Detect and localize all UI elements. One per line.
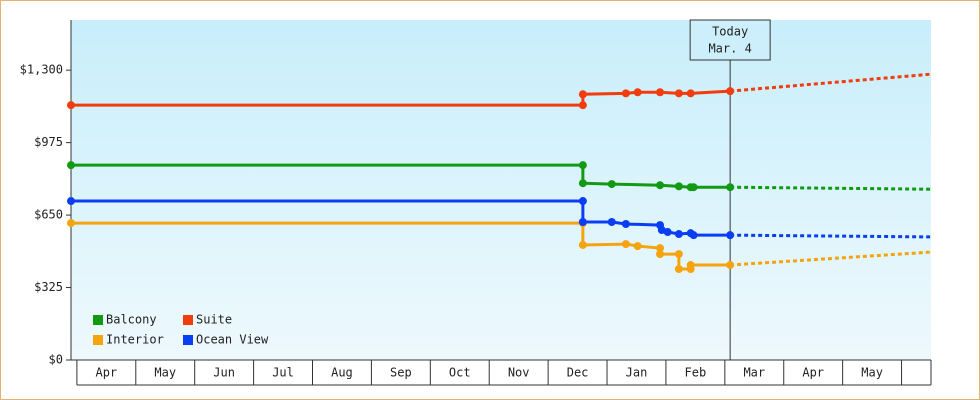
data-point: [674, 89, 683, 98]
y-tick-label: $975: [34, 135, 63, 149]
y-tick-label: $1,300: [20, 63, 63, 77]
data-point: [726, 231, 735, 240]
plot-area: [71, 20, 931, 360]
legend-swatch: [93, 315, 103, 325]
data-point: [674, 182, 683, 191]
legend-label: Interior: [106, 333, 164, 347]
data-point: [663, 228, 672, 237]
data-point: [621, 240, 630, 249]
legend-swatch: [93, 335, 103, 345]
data-point: [621, 89, 630, 98]
month-label: Feb: [685, 366, 707, 380]
legend-label: Ocean View: [196, 333, 269, 347]
legend-label: Balcony: [106, 313, 157, 327]
month-label: Mar: [743, 366, 765, 380]
data-point: [578, 101, 587, 110]
data-point: [674, 250, 683, 259]
month-label: Dec: [567, 366, 589, 380]
data-point: [656, 181, 665, 190]
data-point: [674, 230, 683, 239]
data-point: [656, 88, 665, 97]
forecast-line: [730, 72, 932, 93]
month-label: Jul: [272, 366, 294, 380]
data-point: [686, 261, 695, 270]
data-point: [726, 87, 735, 96]
data-point: [578, 197, 587, 206]
data-point: [67, 101, 75, 110]
month-label: Apr: [95, 366, 117, 380]
data-point: [578, 240, 587, 249]
data-point: [726, 261, 735, 270]
legend-label: Suite: [196, 313, 232, 327]
month-label: Oct: [449, 366, 471, 380]
today-label: Today: [712, 25, 748, 39]
today-label: Mar. 4: [708, 42, 751, 56]
data-point: [726, 183, 735, 192]
y-tick-label: $650: [34, 208, 63, 222]
data-point: [67, 161, 75, 170]
data-point: [621, 220, 630, 228]
today-box: [689, 19, 771, 61]
legend-swatch: [183, 335, 193, 345]
month-label: Nov: [508, 366, 530, 380]
month-label: May: [154, 366, 176, 380]
data-point: [633, 88, 642, 97]
y-tick-label: $325: [34, 280, 63, 294]
month-label: Jun: [213, 366, 235, 380]
data-point: [607, 217, 616, 226]
data-point: [689, 231, 698, 240]
month-label: May: [861, 366, 883, 380]
data-point: [67, 219, 75, 228]
data-point: [656, 244, 665, 253]
data-point: [578, 161, 587, 170]
data-point: [656, 250, 665, 259]
data-point: [578, 217, 587, 226]
data-point: [633, 242, 642, 251]
forecast-line: [730, 233, 932, 239]
month-label: Apr: [802, 366, 824, 380]
forecast-line: [730, 250, 932, 267]
month-label: Sep: [390, 366, 412, 380]
month-label: Jan: [626, 366, 648, 380]
data-point: [674, 265, 683, 274]
data-point: [689, 183, 698, 192]
month-label: Aug: [331, 366, 353, 380]
data-point: [578, 179, 587, 188]
y-tick-label: $0: [49, 353, 63, 367]
data-point: [67, 197, 75, 206]
data-point: [578, 90, 587, 99]
data-point: [686, 89, 695, 98]
data-point: [607, 180, 616, 189]
forecast-line: [730, 185, 932, 191]
legend-swatch: [183, 315, 193, 325]
